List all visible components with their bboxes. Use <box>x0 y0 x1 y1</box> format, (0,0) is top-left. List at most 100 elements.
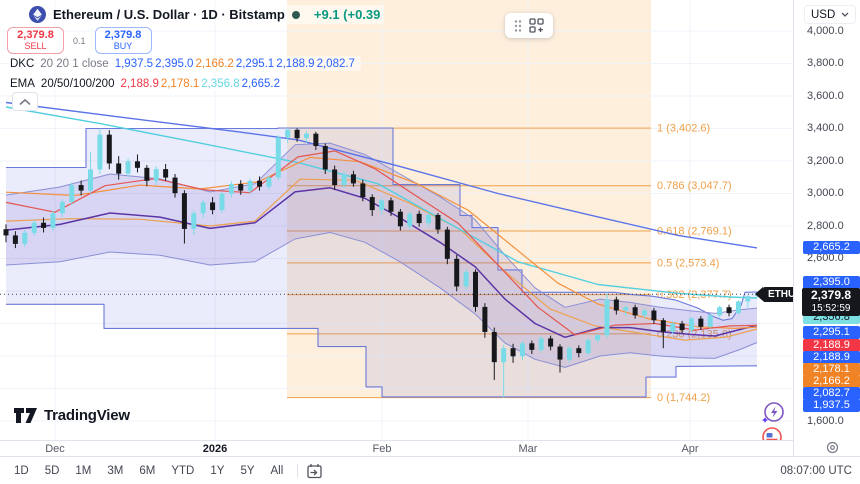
candle-body[interactable] <box>707 315 713 327</box>
range-button-5D[interactable]: 5D <box>44 464 60 477</box>
indicator-legend-dkc[interactable]: DKC 20 20 1 close 1,937.5 2,395.0 2,166.2 2… <box>6 56 361 71</box>
range-button-All[interactable]: All <box>270 464 284 477</box>
price-axis[interactable]: USD 4,000.0 3,800.0 3,600.0 3,400.0 3,200.0 3… <box>793 0 860 456</box>
candle-body[interactable] <box>313 133 319 147</box>
candle-body[interactable] <box>285 129 291 138</box>
candle-body[interactable] <box>454 258 460 287</box>
candle-body[interactable] <box>698 318 704 327</box>
range-button-1Y[interactable]: 1Y <box>210 464 225 477</box>
candle-body[interactable] <box>219 193 225 211</box>
overlay-line-ema100[interactable] <box>5 106 758 299</box>
candle-body[interactable] <box>538 338 544 350</box>
candle-body[interactable] <box>379 200 385 211</box>
candle-body[interactable] <box>642 310 648 316</box>
candle-body[interactable] <box>735 301 741 314</box>
candle-body[interactable] <box>257 180 263 187</box>
candle-body[interactable] <box>510 348 516 357</box>
timezone-clock[interactable]: 08:07:00 UTC <box>780 464 852 477</box>
sell-button[interactable]: 2,379.8 SELL <box>7 27 64 54</box>
candle-body[interactable] <box>660 320 666 332</box>
candle-body[interactable] <box>519 343 525 357</box>
candle-body[interactable] <box>529 343 535 350</box>
candle-body[interactable] <box>238 184 244 191</box>
candle-body[interactable] <box>426 214 432 224</box>
candle-body[interactable] <box>134 161 140 168</box>
candle-body[interactable] <box>181 193 187 229</box>
candle-body[interactable] <box>501 348 507 363</box>
candle-body[interactable] <box>275 137 281 178</box>
candle-body[interactable] <box>576 348 582 354</box>
candle-body[interactable] <box>303 133 309 139</box>
candle-body[interactable] <box>3 229 9 236</box>
candle-body[interactable] <box>407 213 413 227</box>
candle-body[interactable] <box>153 169 159 181</box>
candle-body[interactable] <box>97 134 103 170</box>
buy-button[interactable]: 2,379.8 BUY <box>94 27 152 54</box>
candle-body[interactable] <box>397 211 403 227</box>
time-axis[interactable]: Dec 2026 Feb Mar Apr <box>0 440 793 456</box>
range-button-6M[interactable]: 6M <box>139 464 156 477</box>
symbol-legend-row[interactable]: Ethereum / U.S. Dollar · 1D · Bitstamp +… <box>25 5 385 24</box>
candle-body[interactable] <box>163 169 169 178</box>
candle-body[interactable] <box>670 323 676 332</box>
candle-body[interactable] <box>332 169 338 186</box>
candle-body[interactable] <box>360 183 366 198</box>
boost-lightning-icon[interactable] <box>761 401 785 430</box>
candle-body[interactable] <box>482 306 488 332</box>
candle-body[interactable] <box>22 232 28 244</box>
candle-body[interactable] <box>200 202 206 214</box>
candle-body[interactable] <box>78 185 84 191</box>
range-button-1D[interactable]: 1D <box>14 464 29 477</box>
candle-body[interactable] <box>623 307 629 311</box>
candle-body[interactable] <box>726 307 732 314</box>
candle-body[interactable] <box>341 174 347 186</box>
candle-body[interactable] <box>613 299 619 311</box>
symbol-title[interactable]: Ethereum / U.S. Dollar · 1D · Bitstamp <box>53 7 285 22</box>
candle-body[interactable] <box>444 229 450 259</box>
candle-body[interactable] <box>595 335 601 341</box>
candle-body[interactable] <box>106 134 112 164</box>
candle-body[interactable] <box>228 184 234 194</box>
candle-body[interactable] <box>69 185 75 202</box>
candle-body[interactable] <box>266 177 272 187</box>
candle-body[interactable] <box>41 222 47 228</box>
chart-canvas[interactable]: 1 (3,402.6) 0.786 (3,047.7) 0.618 (2,769.1… <box>0 0 793 440</box>
candle-body[interactable] <box>717 307 723 316</box>
range-button-3M[interactable]: 3M <box>107 464 124 477</box>
overlay-line-donchian_lower[interactable] <box>6 303 758 398</box>
candle-body[interactable] <box>369 197 375 211</box>
candle-body[interactable] <box>294 129 300 139</box>
candle-body[interactable] <box>585 340 591 354</box>
candle-body[interactable] <box>679 323 685 331</box>
currency-selector[interactable]: USD <box>804 5 856 24</box>
candle-body[interactable] <box>688 318 694 330</box>
collapse-legend-button[interactable] <box>12 92 38 111</box>
candle-body[interactable] <box>12 235 18 244</box>
candle-body[interactable] <box>557 346 563 360</box>
candle-body[interactable] <box>116 163 122 174</box>
range-button-1M[interactable]: 1M <box>75 464 92 477</box>
candle-body[interactable] <box>388 200 394 212</box>
candle-body[interactable] <box>566 348 572 360</box>
go-to-date-calendar-icon[interactable] <box>306 463 323 479</box>
tradingview-logo[interactable]: TradingView <box>13 407 130 424</box>
candle-body[interactable] <box>632 307 638 316</box>
candle-body[interactable] <box>745 296 751 302</box>
candle-body[interactable] <box>247 180 253 191</box>
candle-body[interactable] <box>172 177 178 194</box>
candle-body[interactable] <box>491 331 497 363</box>
range-button-YTD[interactable]: YTD <box>171 464 195 477</box>
overlay-line-donchian_upper[interactable] <box>6 127 758 321</box>
candle-body[interactable] <box>604 299 610 336</box>
overlay-line-ema200[interactable] <box>5 101 758 249</box>
indicator-legend-ema[interactable]: EMA 20/50/100/200 2,188.9 2,178.1 2,356.8 2… <box>6 76 286 91</box>
candle-body[interactable] <box>435 214 441 230</box>
candle-body[interactable] <box>125 161 131 174</box>
overlay-line-inner_lower[interactable] <box>5 232 758 368</box>
candle-body[interactable] <box>651 310 657 321</box>
candle-body[interactable] <box>463 271 469 287</box>
candle-body[interactable] <box>88 169 94 191</box>
candle-body[interactable] <box>191 213 197 229</box>
add-layout-squares-icon[interactable] <box>529 18 544 33</box>
drag-handle-icon[interactable] <box>514 19 522 33</box>
